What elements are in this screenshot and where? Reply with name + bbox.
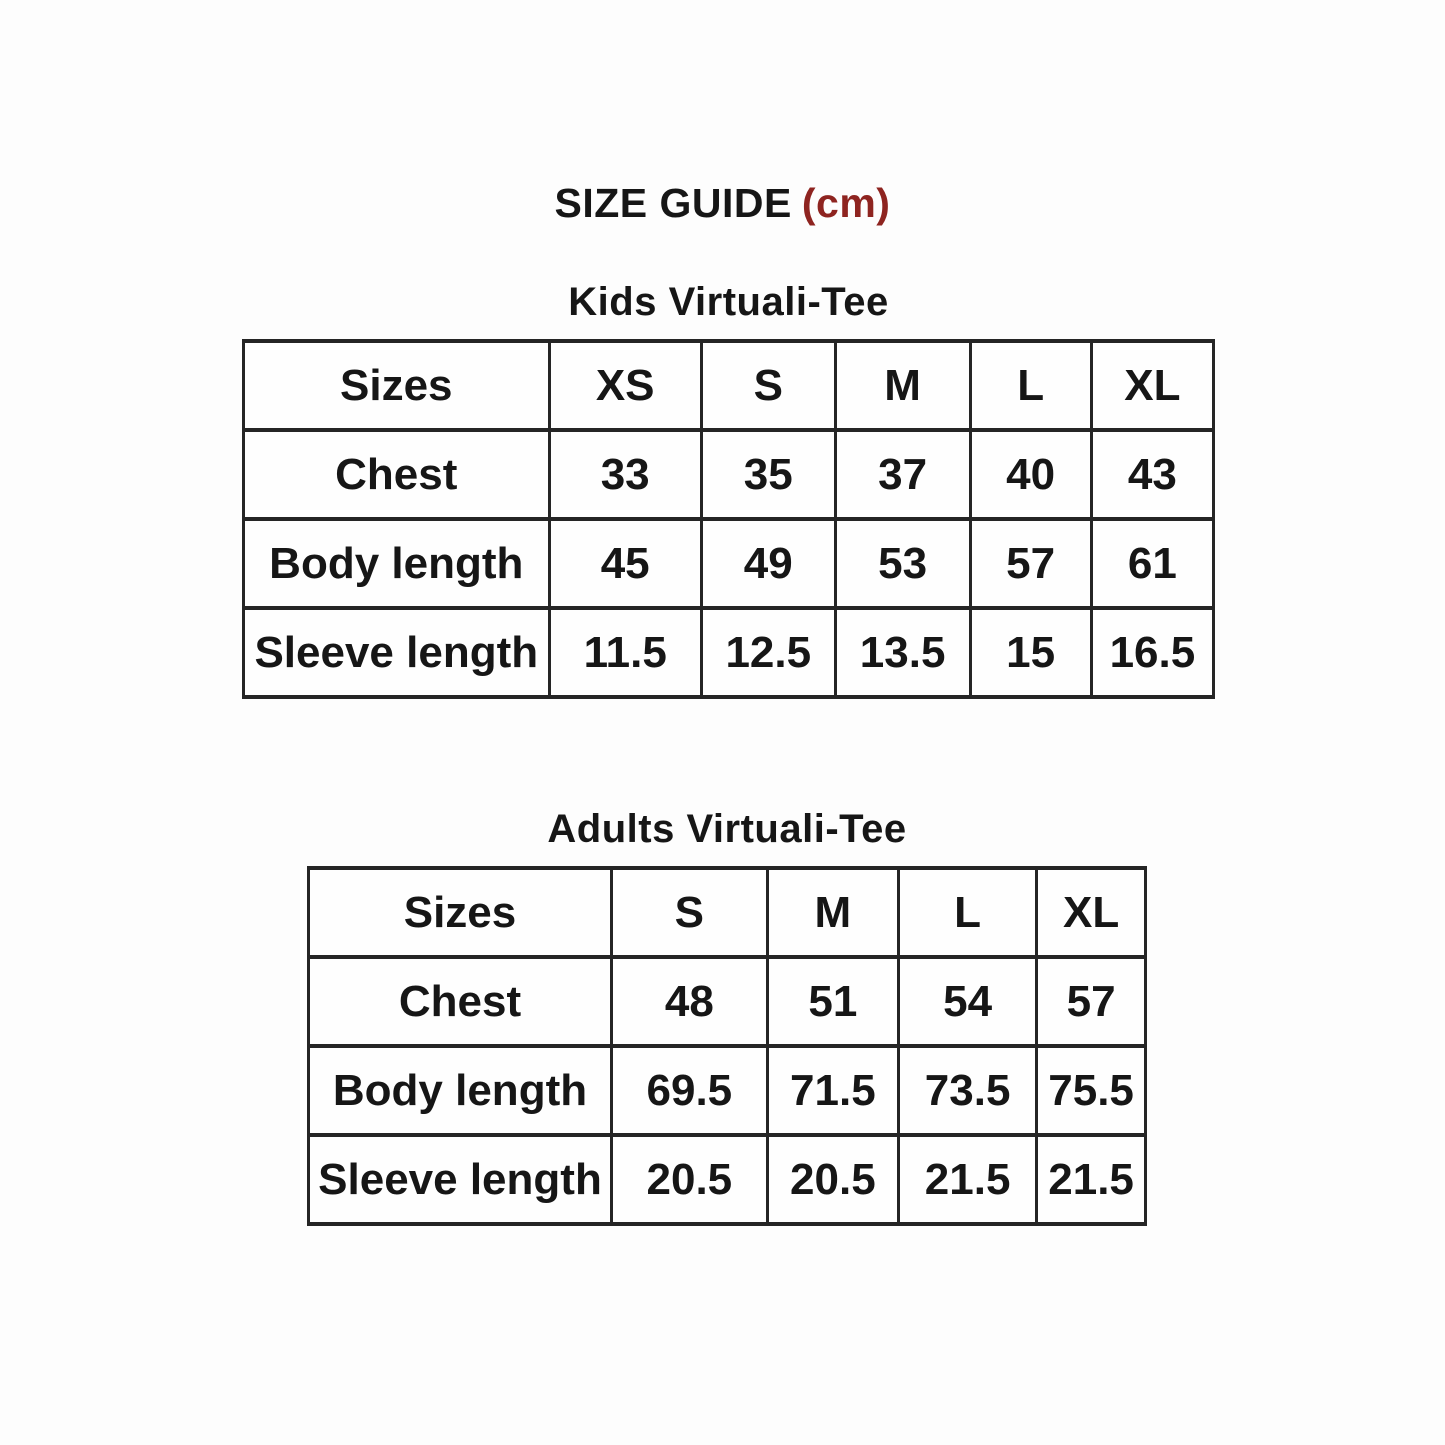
value-cell: 49 — [699, 517, 837, 610]
value-cell: 69.5 — [610, 1044, 769, 1137]
value-cell: 20.5 — [610, 1133, 769, 1226]
sizes-header-cell: Sizes — [307, 866, 613, 959]
value-cell: 71.5 — [765, 1044, 901, 1137]
table-row: Sleeve length 20.5 20.5 21.5 21.5 — [307, 1133, 1147, 1226]
page-title: SIZE GUIDE (cm) — [0, 180, 1445, 227]
kids-size-table: Sizes XS S M L XL Chest 33 35 37 40 43 Body length 45… — [242, 339, 1216, 699]
row-label-cell: Sleeve length — [307, 1133, 613, 1226]
value-cell: 15 — [968, 606, 1093, 699]
size-column-header: XS — [547, 339, 703, 432]
value-cell: 45 — [547, 517, 703, 610]
header-row: Sizes XS S M L XL — [242, 339, 1216, 432]
value-cell: 21.5 — [897, 1133, 1039, 1226]
page-title-text: SIZE GUIDE — [554, 180, 792, 226]
value-cell: 20.5 — [765, 1133, 901, 1226]
value-cell: 57 — [968, 517, 1093, 610]
row-label-cell: Body length — [242, 517, 551, 610]
value-cell: 37 — [833, 428, 972, 521]
value-cell: 35 — [699, 428, 837, 521]
value-cell: 21.5 — [1035, 1133, 1147, 1226]
value-cell: 53 — [833, 517, 972, 610]
sizes-header-cell: Sizes — [242, 339, 551, 432]
page-title-unit: (cm) — [801, 180, 891, 226]
size-column-header: L — [968, 339, 1093, 432]
row-label-cell: Sleeve length — [242, 606, 551, 699]
size-column-header: M — [833, 339, 972, 432]
value-cell: 51 — [765, 955, 901, 1048]
value-cell: 13.5 — [833, 606, 972, 699]
value-cell: 73.5 — [897, 1044, 1039, 1137]
row-label-cell: Chest — [307, 955, 613, 1048]
value-cell: 43 — [1089, 428, 1216, 521]
adults-size-table: Sizes S M L XL Chest 48 51 54 57 Body length 69.5 71… — [307, 866, 1147, 1226]
table-row: Chest 33 35 37 40 43 — [242, 428, 1216, 521]
table-row: Chest 48 51 54 57 — [307, 955, 1147, 1048]
value-cell: 54 — [897, 955, 1039, 1048]
value-cell: 11.5 — [547, 606, 703, 699]
row-label-cell: Chest — [242, 428, 551, 521]
size-column-header: M — [765, 866, 901, 959]
value-cell: 33 — [547, 428, 703, 521]
size-column-header: S — [610, 866, 769, 959]
value-cell: 61 — [1089, 517, 1216, 610]
table-row: Body length 69.5 71.5 73.5 75.5 — [307, 1044, 1147, 1137]
value-cell: 48 — [610, 955, 769, 1048]
row-label-cell: Body length — [307, 1044, 613, 1137]
adults-size-section: Adults Virtuali-Tee Sizes S M L XL Chest 48 51 5… — [307, 807, 1147, 1226]
kids-table-heading: Kids Virtuali-Tee — [568, 280, 889, 324]
table-row: Body length 45 49 53 57 61 — [242, 517, 1216, 610]
table-row: Sleeve length 11.5 12.5 13.5 15 16.5 — [242, 606, 1216, 699]
size-column-header: S — [699, 339, 837, 432]
adults-table-heading: Adults Virtuali-Tee — [547, 807, 907, 851]
size-column-header: L — [897, 866, 1039, 959]
value-cell: 12.5 — [699, 606, 837, 699]
value-cell: 57 — [1035, 955, 1147, 1048]
value-cell: 75.5 — [1035, 1044, 1147, 1137]
value-cell: 16.5 — [1089, 606, 1216, 699]
header-row: Sizes S M L XL — [307, 866, 1147, 959]
kids-size-section: Kids Virtuali-Tee Sizes XS S M L XL Chest 33 35 3… — [242, 280, 1216, 699]
value-cell: 40 — [968, 428, 1093, 521]
size-column-header: XL — [1035, 866, 1147, 959]
size-column-header: XL — [1089, 339, 1216, 432]
